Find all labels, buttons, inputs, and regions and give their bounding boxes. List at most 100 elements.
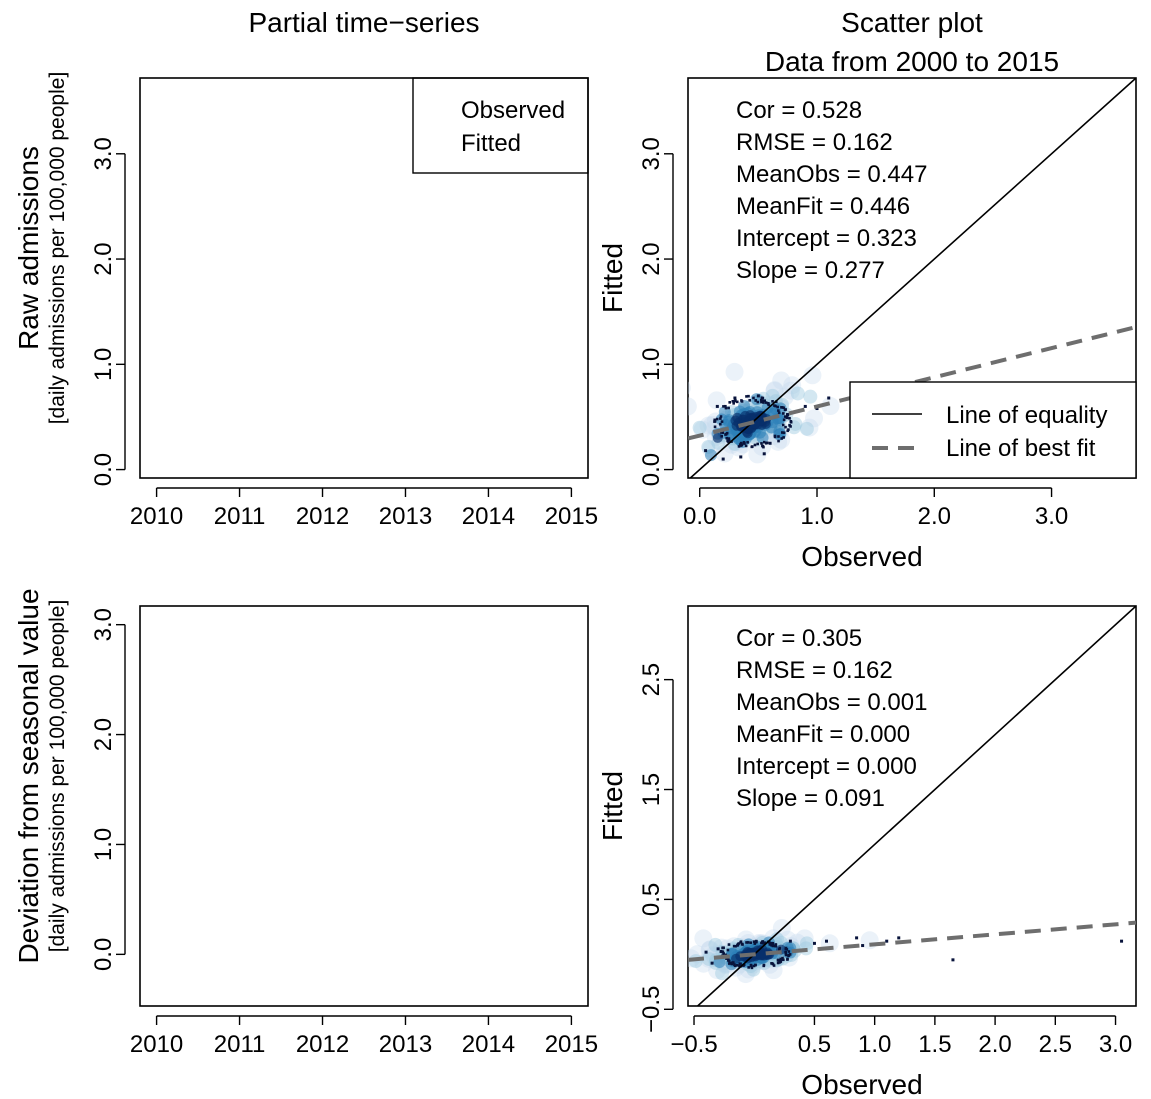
data-point [782, 958, 785, 962]
data-point [763, 399, 767, 403]
x-axis: 0.0 1.0 2.0 3.0 [683, 487, 1068, 530]
data-point [770, 943, 773, 947]
data-point [787, 950, 791, 953]
density-cell [799, 936, 814, 951]
density-cell [688, 397, 697, 416]
data-point [752, 396, 755, 400]
data-point [727, 437, 731, 440]
y-axis: 0.0 1.0 2.0 3.0 [90, 608, 126, 971]
stat-line: MeanObs = 0.001 [736, 689, 927, 716]
data-point [777, 439, 780, 443]
chart-title: Scatter plot [841, 7, 983, 38]
x-tick-label: 3.0 [1035, 503, 1068, 530]
data-point [784, 946, 788, 950]
legend-label: Fitted [461, 130, 521, 157]
density-cell [715, 966, 730, 981]
data-point [713, 420, 717, 423]
data-point [747, 394, 750, 398]
density-cell [764, 961, 783, 980]
data-point [781, 956, 784, 960]
data-point [745, 941, 748, 944]
data-point [771, 400, 774, 403]
x-tick-label: 1.0 [800, 503, 833, 530]
data-point [780, 406, 783, 409]
density-cell [765, 381, 784, 400]
data-point [764, 401, 768, 404]
y-tick-label: 0.0 [90, 938, 117, 971]
data-point [768, 943, 772, 946]
data-point [753, 443, 757, 447]
data-point [777, 409, 780, 412]
outlier-point [768, 441, 772, 445]
data-point [759, 398, 763, 402]
density-cell [787, 420, 802, 435]
data-point [728, 401, 732, 404]
data-point [786, 957, 789, 961]
y-tick-label: 0.0 [638, 453, 665, 486]
outlier-point [815, 407, 819, 411]
data-point [760, 400, 764, 403]
data-point [731, 399, 735, 403]
x-tick-label: 2010 [130, 503, 183, 530]
stats-block: Cor = 0.305 RMSE = 0.162 MeanObs = 0.001 Me… [736, 625, 927, 812]
line-of-equality [689, 78, 1136, 478]
plot-frame [139, 77, 589, 479]
data-point [770, 962, 773, 965]
legend: Line of equality Line of best fit [849, 381, 1137, 479]
data-point [739, 940, 743, 943]
data-point [789, 420, 793, 424]
line-of-best-fit [688, 920, 1136, 962]
data-point [753, 942, 757, 945]
stat-line: Intercept = 0.323 [736, 225, 917, 252]
stat-line: MeanFit = 0.000 [736, 721, 910, 748]
data-point [762, 401, 765, 404]
data-point [735, 400, 739, 404]
data-point [754, 399, 757, 402]
data-point [724, 406, 728, 410]
data-point [776, 961, 780, 965]
data-point [729, 961, 733, 965]
data-point [777, 435, 780, 438]
plot-area [688, 606, 1136, 1006]
x-tick-label: 2014 [462, 503, 515, 530]
x-tick-label: 2010 [130, 1031, 183, 1058]
legend-box [849, 381, 1137, 479]
stat-line: RMSE = 0.162 [736, 129, 893, 156]
density-cell [736, 965, 755, 984]
x-tick-label: 2015 [545, 503, 598, 530]
data-point [721, 946, 725, 949]
data-point [721, 950, 725, 954]
data-point [749, 964, 753, 967]
data-point [776, 405, 779, 409]
y-tick-label: 2.0 [90, 718, 117, 751]
data-point [778, 946, 782, 950]
density-cell [795, 929, 814, 948]
data-point [782, 436, 785, 439]
data-point [752, 964, 756, 968]
density-cell [803, 389, 818, 404]
y-tick-label: −0.5 [638, 986, 665, 1033]
x-tick-label: 2012 [296, 503, 349, 530]
x-axis: 2010 2011 2012 2013 2014 2015 [130, 1015, 598, 1058]
density-cell [803, 366, 822, 385]
x-tick-label: 2014 [462, 1031, 515, 1058]
data-point [767, 403, 770, 407]
data-point [721, 431, 725, 434]
plot-frame [687, 605, 1137, 1007]
data-point [719, 417, 722, 420]
data-point [742, 441, 746, 445]
data-point [763, 941, 766, 945]
y-axis: 0.0 1.0 2.0 3.0 [638, 137, 674, 486]
data-point [719, 431, 723, 434]
data-point [740, 400, 744, 403]
stat-line: Cor = 0.528 [736, 97, 862, 124]
outlier-point [715, 404, 719, 408]
density-cell [692, 420, 707, 435]
x-tick-label: 2011 [214, 503, 266, 530]
density-cell [772, 371, 791, 390]
density-cell [790, 386, 805, 401]
data-point [781, 423, 785, 427]
data-point [722, 405, 725, 408]
density-cell [701, 940, 720, 959]
x-tick-label: 1.5 [918, 1031, 951, 1058]
